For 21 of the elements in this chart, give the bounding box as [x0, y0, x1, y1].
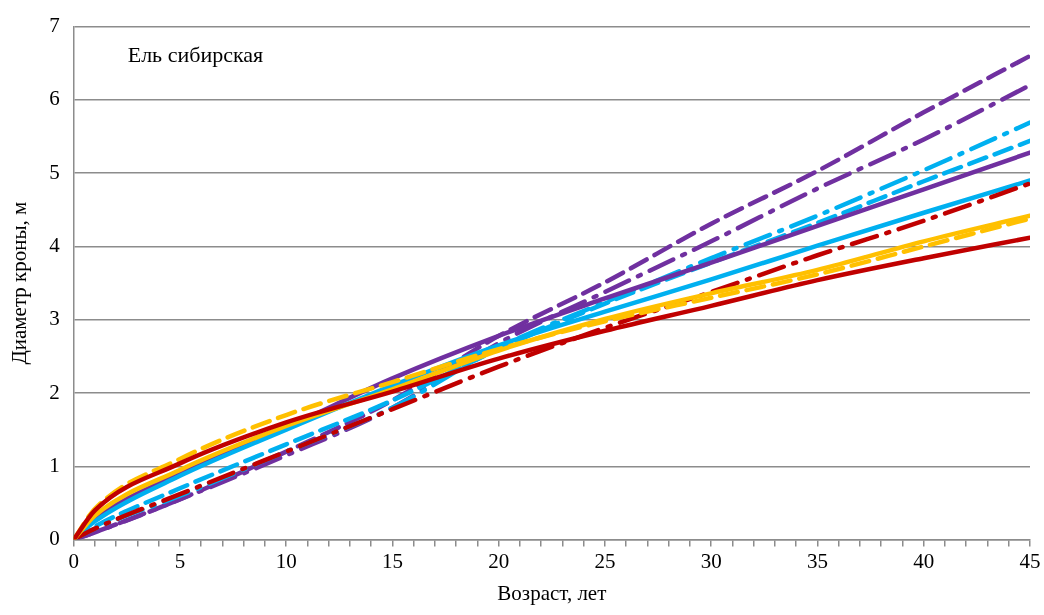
y-tick-label: 2 — [49, 379, 60, 404]
x-tick-label: 0 — [68, 548, 79, 573]
annotation: Ель сибирская — [127, 42, 264, 68]
x-tick-label: 20 — [488, 548, 510, 573]
y-tick-label: 5 — [49, 159, 60, 184]
y-tick-label: 1 — [49, 452, 60, 477]
y-tick-label: 6 — [49, 86, 60, 111]
y-tick-label: 4 — [49, 232, 61, 257]
x-tick-label: 15 — [381, 548, 403, 573]
x-tick-label: 45 — [1019, 548, 1041, 573]
y-tick-label: 0 — [49, 526, 60, 551]
x-tick-label: 10 — [275, 548, 297, 573]
x-tick-label: 40 — [913, 548, 935, 573]
y-tick-label: 7 — [49, 13, 60, 38]
x-tick-label: 5 — [174, 548, 186, 573]
x-axis-title: Возраст, лет — [497, 580, 607, 605]
x-tick-label: 35 — [806, 548, 828, 573]
x-tick-label: 30 — [700, 548, 722, 573]
y-tick-label: 3 — [49, 306, 60, 331]
y-axis-title: Диаметр кроны, м — [7, 201, 32, 365]
x-tick-label: 25 — [594, 548, 616, 573]
